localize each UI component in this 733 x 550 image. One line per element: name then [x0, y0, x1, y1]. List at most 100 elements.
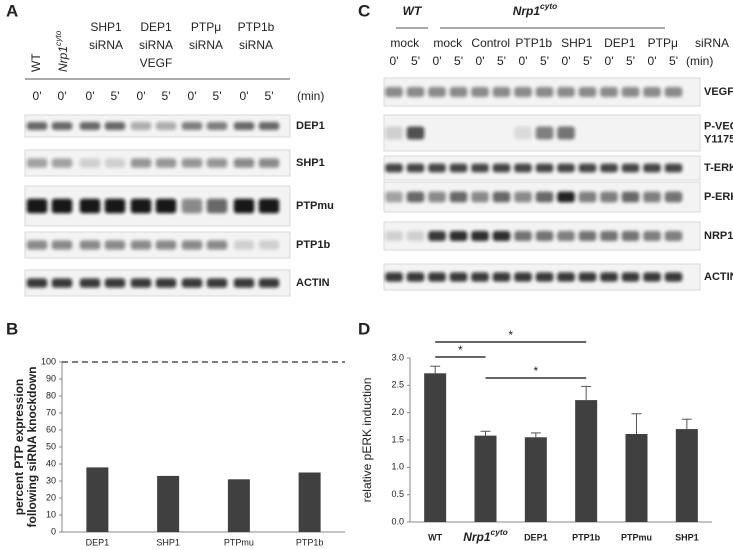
blot-band — [535, 230, 554, 242]
bar — [625, 433, 648, 522]
y-tick-label: 1.5 — [391, 434, 404, 444]
blot-band — [428, 230, 446, 242]
row-label: P-VEGFR2 — [704, 120, 733, 132]
blot-band — [535, 163, 554, 173]
y-axis-label: percent PTP expression — [12, 379, 26, 516]
time-label: 0' — [562, 54, 571, 68]
blot-band — [492, 191, 511, 203]
blot-band — [130, 240, 152, 250]
blot-band — [449, 272, 468, 282]
time-label: 0' — [240, 89, 249, 103]
blot-band — [51, 198, 73, 214]
blot-band — [514, 126, 532, 140]
time-label: 5' — [497, 54, 506, 68]
blot-band — [621, 191, 640, 203]
error-bar — [480, 430, 491, 436]
row-label: ACTIN — [704, 271, 733, 283]
x-tick-label-sup: cyto — [491, 527, 508, 537]
blot-band — [385, 86, 403, 98]
blot-band — [385, 272, 403, 282]
x-tick-label: PTPmu — [224, 537, 254, 547]
time-label: 5' — [626, 54, 635, 68]
significance-label: * — [533, 364, 538, 378]
blot-band — [104, 278, 126, 288]
column-header: SHP1 — [90, 20, 122, 34]
y-tick-label: 2.0 — [391, 407, 404, 417]
blot-band — [557, 163, 575, 173]
time-unit: (min) — [297, 89, 324, 103]
blot-band — [578, 86, 597, 98]
time-label: 0' — [137, 89, 146, 103]
blot-band — [643, 230, 661, 242]
blot-band — [26, 240, 48, 250]
y-tick-label: 70 — [46, 407, 56, 417]
y-axis-label: following siRNA knockdown — [25, 367, 39, 528]
column-header: Nrp1cyto — [53, 30, 70, 72]
row-label: Y1175 — [704, 133, 733, 145]
blot-band — [428, 272, 446, 282]
blot-band — [104, 240, 126, 250]
x-tick-label: PTP1b — [296, 537, 324, 547]
blot-band — [385, 126, 403, 140]
blot-band — [471, 191, 489, 203]
blot-band — [664, 230, 683, 242]
y-axis-label: relative pERK induction — [360, 378, 374, 503]
panel-label: D — [358, 319, 370, 338]
row-label: DEP1 — [296, 120, 325, 132]
blot-band — [492, 86, 511, 98]
row-label: T-ERK — [704, 162, 733, 174]
time-label: 5' — [111, 89, 120, 103]
x-tick-label: DEP1 — [524, 532, 548, 542]
x-tick-label-base: Nrp1 — [463, 530, 491, 544]
blot-band — [449, 191, 468, 203]
blot-band — [79, 158, 101, 168]
blot-band — [621, 86, 640, 98]
blot-band — [514, 272, 532, 282]
time-label: 0' — [433, 54, 442, 68]
bar — [424, 373, 447, 522]
blot-band — [206, 158, 228, 168]
blot-band — [514, 191, 532, 203]
blot-band — [155, 278, 177, 288]
time-label: 0' — [86, 89, 95, 103]
blot-band — [233, 240, 255, 250]
blot-band — [578, 163, 597, 173]
blot-band — [557, 126, 575, 140]
column-header: siRNA — [239, 38, 273, 52]
panel-label: C — [358, 1, 370, 20]
y-tick-label: 10 — [46, 509, 56, 519]
condition-label: Control — [471, 36, 510, 50]
time-label: 5' — [669, 54, 678, 68]
blot-band — [155, 122, 177, 130]
blot-band — [492, 230, 511, 242]
column-header: PTP1b — [238, 20, 275, 34]
blot-band — [233, 198, 255, 214]
row-label: NRP1 — [704, 230, 733, 242]
error-bar — [681, 418, 692, 430]
time-label: 0' — [476, 54, 485, 68]
blot-band — [428, 163, 446, 173]
column-header-base: Nrp1 — [56, 46, 70, 72]
blot-band — [471, 272, 489, 282]
blot-band — [206, 278, 228, 288]
blot-band — [130, 198, 152, 214]
y-tick-label: 3.0 — [391, 352, 404, 362]
panel-label: B — [6, 319, 18, 338]
group-label-base: WT — [403, 4, 423, 18]
blot-band — [258, 198, 280, 214]
blot-band — [492, 272, 511, 282]
blot-band — [557, 86, 575, 98]
blot-band — [492, 163, 511, 173]
blot-band — [181, 122, 203, 130]
blot-band — [428, 86, 446, 98]
column-header: PTPμ — [191, 20, 221, 34]
x-tick-label: Nrp1cyto — [463, 527, 508, 544]
x-tick-label: SHP1 — [675, 532, 699, 542]
bar — [86, 467, 109, 532]
error-bar — [631, 413, 642, 434]
blot-band — [557, 272, 575, 282]
blot-band — [155, 158, 177, 168]
blot-band — [258, 122, 280, 130]
blot-band — [600, 191, 618, 203]
